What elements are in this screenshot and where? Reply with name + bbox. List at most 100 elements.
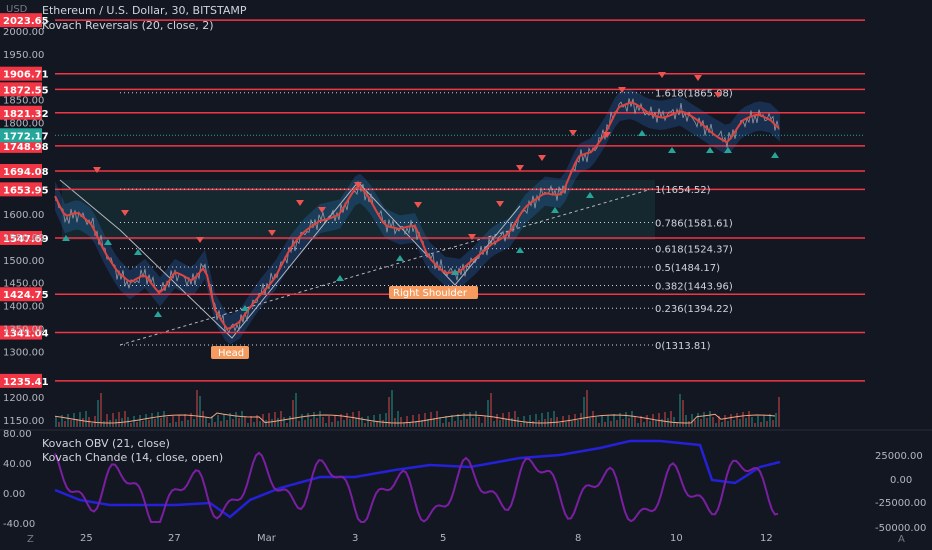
volume-bar [193, 419, 195, 427]
sell-marker-16 [694, 75, 702, 81]
volume-bar [94, 416, 96, 427]
volume-bar [655, 420, 657, 427]
volume-bar [337, 421, 339, 427]
level-label-8: 1424.75 [3, 290, 49, 301]
neckline [119, 187, 656, 346]
sell-marker-8 [468, 234, 476, 240]
volume-bar [85, 411, 87, 427]
volume-bar [565, 422, 567, 427]
sell-marker-10 [516, 165, 524, 171]
sell-marker-11 [538, 155, 546, 161]
volume-bar [271, 419, 273, 427]
volume-bar [631, 411, 633, 427]
obv-tick-3: -50000.00 [875, 523, 926, 534]
band-fill [55, 89, 780, 345]
volume-bar [607, 415, 609, 427]
indicator-obv-label[interactable]: Kovach OBV (21, close) [42, 437, 170, 450]
head-tag [211, 346, 249, 359]
volume-bar [499, 420, 501, 427]
volume-bar [712, 417, 714, 427]
volume-bar [421, 420, 423, 427]
volume-bar [202, 411, 204, 427]
volume-bar [706, 418, 708, 427]
level-label-5: 1694.08 [3, 167, 49, 178]
volume-bar [76, 419, 78, 427]
volume-bar [730, 414, 732, 427]
volume-bar [370, 422, 372, 427]
volume-bar [175, 422, 177, 427]
level-tag-6 [0, 182, 42, 197]
price-tick-6: 1500.00 [3, 256, 44, 267]
volume-bar [283, 417, 285, 427]
volume-bar [724, 415, 726, 427]
volume-bar [547, 412, 549, 427]
buy-marker-2 [134, 249, 142, 255]
volume-bar [670, 411, 672, 427]
level-label-0: 2023.65 [3, 16, 49, 27]
volume-bar [346, 413, 348, 427]
level-tag-8 [0, 287, 42, 302]
volume-bar [154, 419, 156, 427]
volume-bar [238, 418, 240, 427]
currency-selector[interactable]: USD [6, 4, 27, 15]
fib-label-7: 0(1313.81) [655, 341, 711, 352]
sell-marker-2 [196, 237, 204, 243]
level-tag-5 [0, 163, 42, 178]
volume-bar [418, 414, 420, 427]
volume-bar [412, 415, 414, 427]
volume-bar [763, 415, 765, 427]
volume-bar [280, 411, 282, 427]
volume-bar [91, 423, 93, 427]
level-tag-2 [0, 82, 42, 97]
current-price-label: 1772.17 [3, 131, 49, 142]
volume-bar [388, 397, 390, 427]
volume-bar [364, 423, 366, 427]
fib-label-3: 0.618(1524.37) [655, 245, 733, 256]
indicator-reversals-label[interactable]: Kovach Reversals (20, close, 2) [42, 19, 214, 32]
buy-marker-7 [451, 269, 459, 275]
volume-bar [187, 420, 189, 427]
volume-bar [106, 414, 108, 427]
volume-bar [448, 422, 450, 427]
volume-bar [145, 414, 147, 427]
volume-bar [733, 420, 735, 427]
volume-bar [406, 416, 408, 427]
sell-marker-6 [354, 182, 362, 188]
volume-bar [505, 419, 507, 427]
volume-bar [457, 414, 459, 427]
time-tick-0: 25 [80, 533, 93, 544]
volume-bar [745, 418, 747, 427]
volume-bar [277, 418, 279, 427]
right-shoulder-label: Right Shoulder [393, 288, 468, 299]
volume-bar [55, 416, 57, 427]
fib-label-1: 1(1654.52) [655, 185, 711, 196]
buy-marker-5 [336, 275, 344, 281]
obv-line [54, 439, 781, 519]
obv-tick-2: -25000.00 [875, 498, 926, 509]
volume-bar [463, 413, 465, 427]
level-tag-0 [0, 13, 42, 28]
volume-bar [616, 420, 618, 427]
volume-bar [697, 413, 699, 427]
auto-scale-icon[interactable]: A [898, 534, 905, 545]
price-tick-5: 1550.00 [3, 233, 44, 244]
volume-bar [490, 393, 492, 427]
buy-marker-6 [396, 255, 404, 261]
sell-marker-3 [268, 230, 276, 236]
volume-bar [469, 412, 471, 427]
volume-bar [160, 418, 162, 427]
volume-bar [400, 417, 402, 427]
volume-bar [577, 420, 579, 427]
volume-bar [136, 422, 138, 427]
volume-bar [715, 423, 717, 427]
volume-bar [679, 394, 681, 427]
volume-bar [571, 421, 573, 427]
volume-bar [310, 419, 312, 427]
volume-bar [328, 416, 330, 427]
timezone-icon[interactable]: Z [27, 534, 34, 545]
level-label-4: 1748.98 [3, 142, 49, 153]
price-tick-7: 1450.00 [3, 279, 44, 290]
indicator-chande-label[interactable]: Kovach Chande (14, close, open) [42, 451, 224, 464]
